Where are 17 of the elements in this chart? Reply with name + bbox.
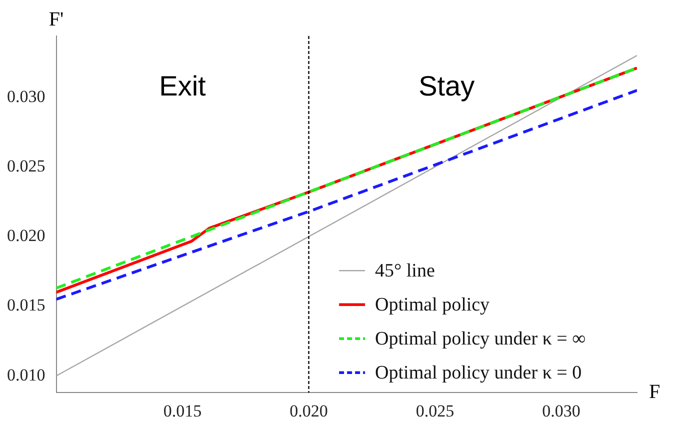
x-axis-title: F (649, 380, 660, 403)
x-tick-label: 0.015 (163, 401, 202, 420)
annotation: Exit (159, 70, 206, 102)
annotation: Stay (418, 70, 475, 102)
y-tick-label: 0.025 (7, 156, 46, 176)
x-tick-label: 0.020 (290, 401, 328, 420)
y-tick-label: 0.015 (7, 296, 46, 315)
x-tick-label: 0.025 (416, 401, 454, 420)
y-tick-label: 0.020 (7, 226, 46, 246)
legend-label: Optimal policy (375, 294, 490, 316)
legend-label: 45° line (375, 260, 435, 282)
y-axis-title: F' (48, 8, 64, 30)
x-tick-label: 0.030 (542, 401, 580, 420)
legend-label: Optimal policy under κ = 0 (375, 362, 582, 384)
y-tick-label: 0.030 (7, 86, 46, 106)
y-tick-label: 0.010 (7, 365, 46, 384)
legend-label: Optimal policy under κ = ∞ (375, 328, 586, 350)
